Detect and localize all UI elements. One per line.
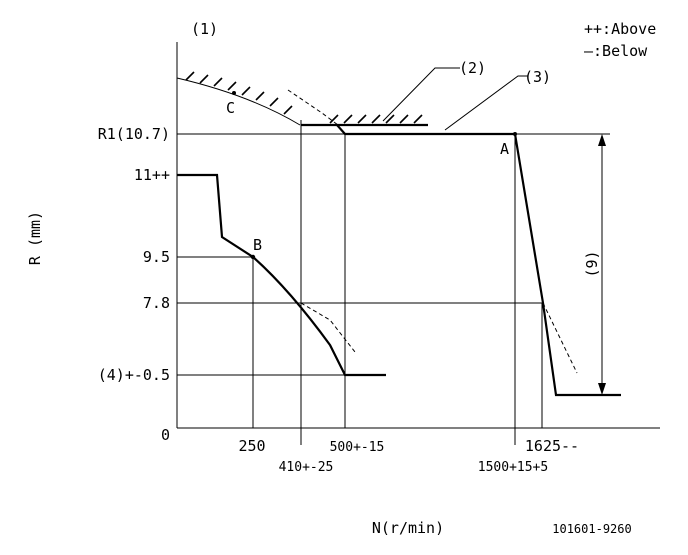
point-a-label: A	[500, 140, 509, 158]
upper-curve-hatching	[185, 71, 293, 115]
x-axis-title: N(r/min)	[372, 519, 444, 537]
y-tick-7-8: 7.8	[143, 294, 170, 312]
ref2-label: (2)	[459, 59, 486, 77]
leader-ref2	[382, 67, 460, 122]
leader-ref3	[444, 75, 528, 131]
legend-above: ++:Above	[584, 20, 656, 38]
legend-below: —:Below	[584, 42, 648, 60]
upper-curve	[176, 77, 301, 126]
x-tick-500: 500+-15	[330, 440, 385, 455]
upper-dashed-segment	[287, 89, 339, 126]
stopper-hatching	[329, 114, 423, 124]
ref3-label: (3)	[524, 68, 551, 86]
x-tick-1500: 1500+15+5	[478, 460, 548, 475]
y-tick-9-5: 9.5	[143, 248, 170, 266]
idle-curve	[177, 173, 386, 377]
x-tick-410: 410+-25	[279, 460, 334, 475]
y-tick-r1: R1(10.7)	[98, 125, 170, 143]
point-c-label: C	[226, 99, 235, 117]
upper-dashed-droop	[542, 302, 578, 374]
point-a-marker	[513, 132, 517, 136]
y-tick-11: 11++	[134, 166, 170, 184]
dimension-9-arrow-bottom	[598, 383, 606, 395]
x-tick-250: 250	[238, 437, 265, 455]
point-b-marker	[250, 254, 256, 260]
drawing-id: 101601-9260	[552, 522, 631, 536]
y-tick-4: (4)+-0.5	[98, 366, 170, 384]
point-b-label: B	[253, 236, 262, 254]
full-load-curve	[336, 124, 621, 397]
dimension-9-label: (9)	[583, 250, 601, 277]
y-axis-title: R (mm)	[26, 211, 44, 265]
y-tick-0: 0	[161, 426, 170, 444]
ref1-label: (1)	[191, 20, 218, 38]
x-tick-1625: 1625--	[525, 437, 579, 455]
dimension-9-arrow-top	[598, 134, 606, 146]
lower-dashed-segment	[300, 302, 356, 353]
point-c-marker	[232, 91, 236, 95]
